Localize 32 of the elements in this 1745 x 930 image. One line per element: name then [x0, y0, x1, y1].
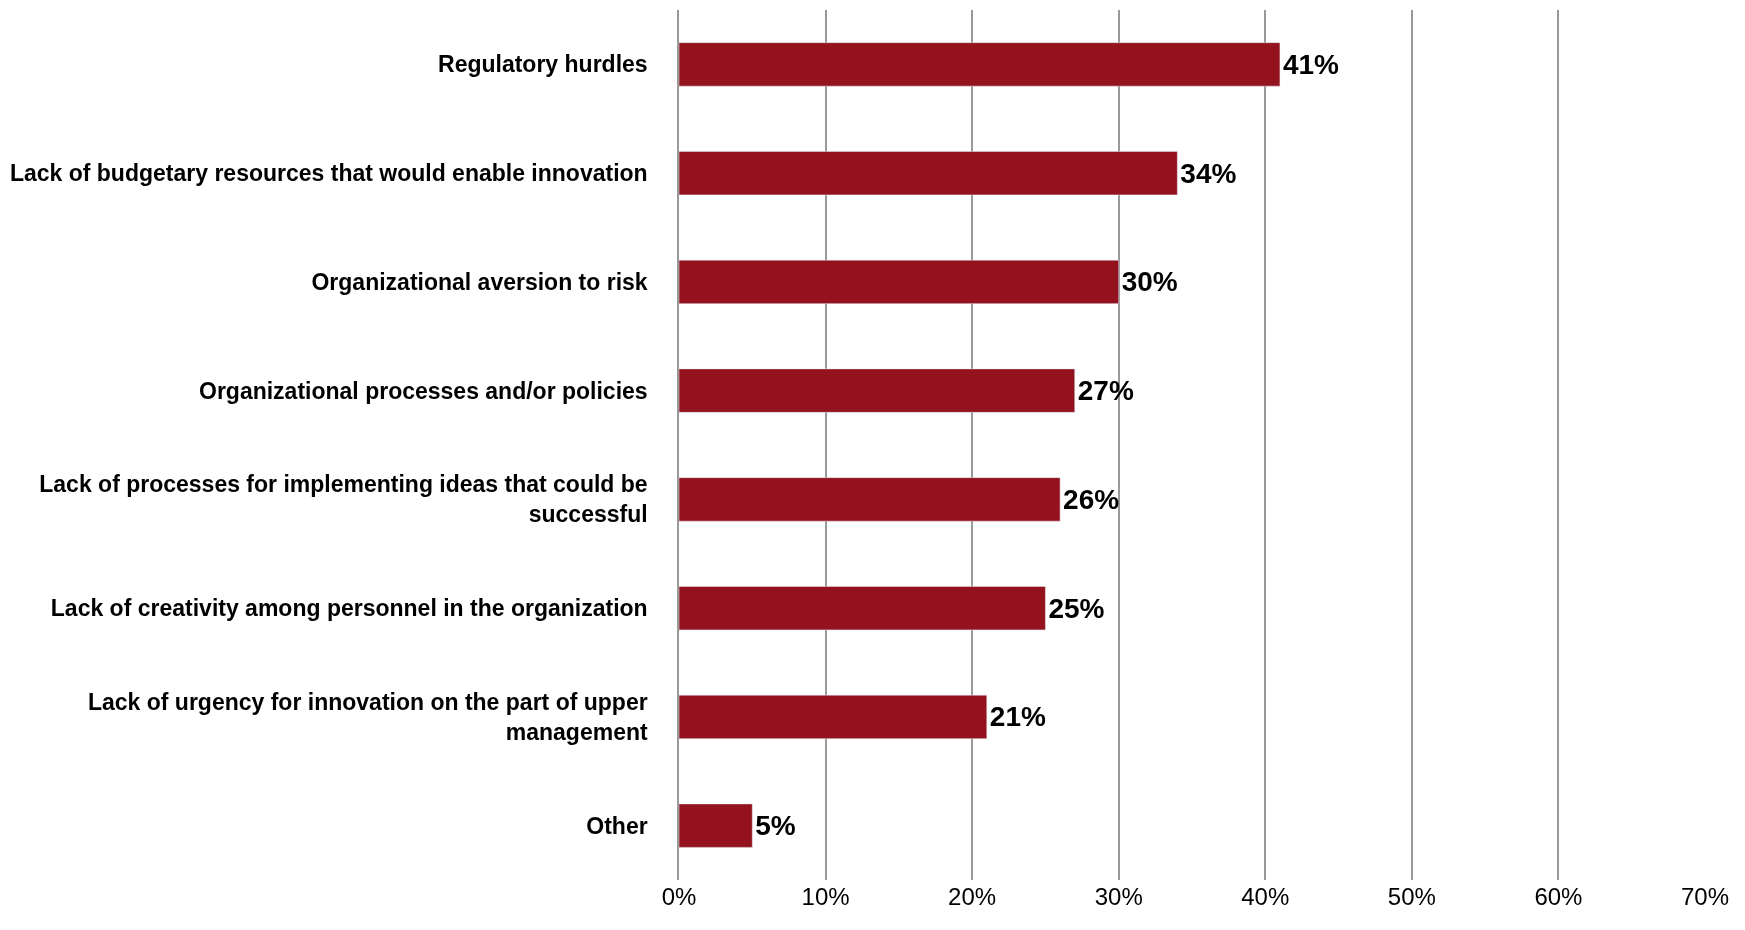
bar [679, 477, 1061, 522]
y-tick-label: Lack of creativity among personnel in the organization [50, 595, 648, 622]
data-label: 25% [1048, 592, 1105, 624]
bar [679, 259, 1119, 304]
y-tick-label: Regulatory hurdles [438, 51, 648, 78]
x-tick-label: 60% [1534, 883, 1583, 910]
x-tick-label: 20% [948, 883, 997, 910]
y-tick-label: Organizational aversion to risk [311, 268, 648, 295]
bar [679, 803, 753, 848]
data-label: 41% [1282, 48, 1340, 80]
x-tick-label: 50% [1387, 883, 1436, 910]
y-tick-label: Organizational processes and/or policies [199, 377, 648, 404]
y-tick-label: Lack of budgetary resources that would enable innovation [9, 160, 648, 187]
bar [679, 368, 1075, 413]
data-label: 34% [1180, 157, 1237, 189]
y-tick-label: Lack of urgency for innovation on the part of upper management [87, 688, 648, 745]
y-tick-label: Other [586, 812, 648, 839]
x-tick-label: 40% [1241, 883, 1290, 910]
data-label: 30% [1121, 266, 1178, 298]
data-label: 21% [989, 701, 1046, 733]
y-tick-label: Lack of processes for implementing ideas that could be successful [39, 471, 648, 528]
x-tick-label: 70% [1680, 883, 1730, 910]
data-label: 5% [755, 810, 796, 842]
bar [679, 586, 1046, 631]
bar [679, 694, 988, 739]
data-label: 26% [1063, 483, 1120, 515]
bar [679, 42, 1281, 87]
x-tick-label: 30% [1094, 883, 1143, 910]
x-tick-label: 0% [661, 883, 697, 910]
bar [679, 151, 1178, 196]
x-tick-label: 10% [801, 883, 850, 910]
data-label: 27% [1077, 375, 1134, 407]
